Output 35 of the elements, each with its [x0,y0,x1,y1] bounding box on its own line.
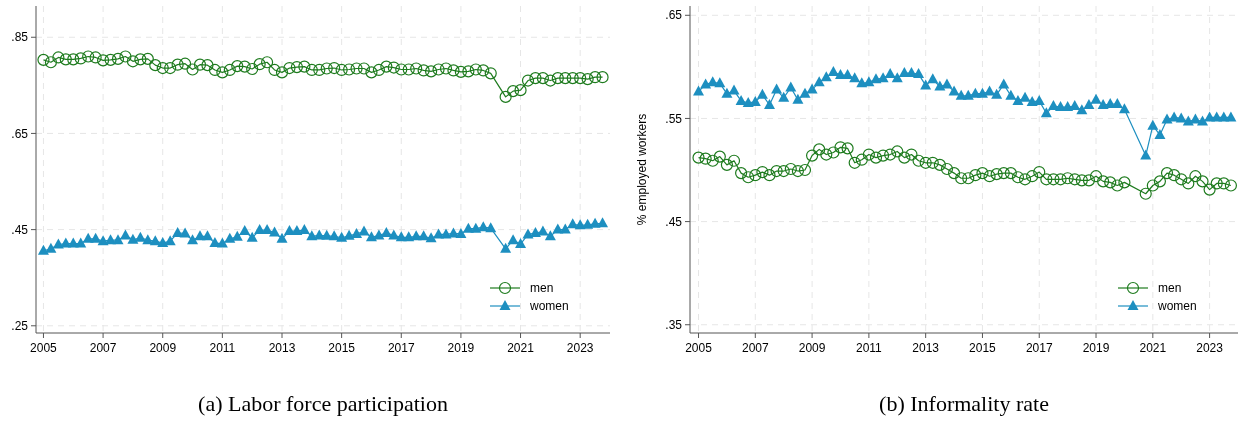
x-tick-label: 2013 [912,341,940,355]
text: (b) Informality rate [879,391,1049,416]
y-tick-label: .25 [11,318,29,333]
y-tick-label: .55 [665,111,683,126]
legend-label: women [1157,299,1197,314]
x-tick-label: 2005 [30,341,58,355]
y-tick-label: .35 [665,317,683,332]
y-tick-label: .85 [11,30,29,45]
x-tick-label: 2011 [209,341,236,355]
y-tick-label: .45 [665,214,683,229]
x-tick-label: 2011 [855,341,883,355]
x-tick-label: 2015 [969,341,997,355]
x-tick-label: 2021 [1139,341,1167,355]
y-axis-title: % employed workers [635,113,649,226]
y-tick-label: .65 [11,126,29,141]
x-tick-label: 2023 [566,341,594,355]
legend-label: men [1158,281,1182,296]
text: (a) Labor force participation [198,391,448,416]
x-tick-label: 2019 [1082,341,1110,355]
x-tick-label: 2009 [798,341,826,355]
y-tick-label: .45 [11,222,29,237]
x-tick-label: 2013 [268,341,296,355]
x-tick-label: 2005 [685,341,713,355]
y-tick-label: .65 [665,8,683,23]
x-tick-label: 2009 [149,341,177,355]
x-tick-label: 2021 [507,341,535,355]
x-tick-label: 2015 [328,341,356,355]
legend-label: women [529,299,569,314]
legend-label: men [530,281,554,296]
x-tick-label: 2017 [1025,341,1053,355]
x-tick-label: 2007 [89,341,117,355]
x-tick-label: 2023 [1196,341,1224,355]
x-tick-label: 2017 [387,341,415,355]
x-tick-label: 2007 [741,341,769,355]
x-tick-label: 2019 [447,341,475,355]
